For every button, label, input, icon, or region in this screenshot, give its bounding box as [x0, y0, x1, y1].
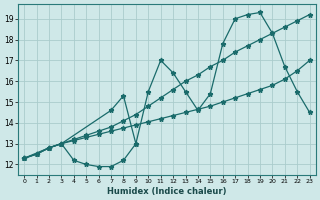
X-axis label: Humidex (Indice chaleur): Humidex (Indice chaleur): [107, 187, 227, 196]
